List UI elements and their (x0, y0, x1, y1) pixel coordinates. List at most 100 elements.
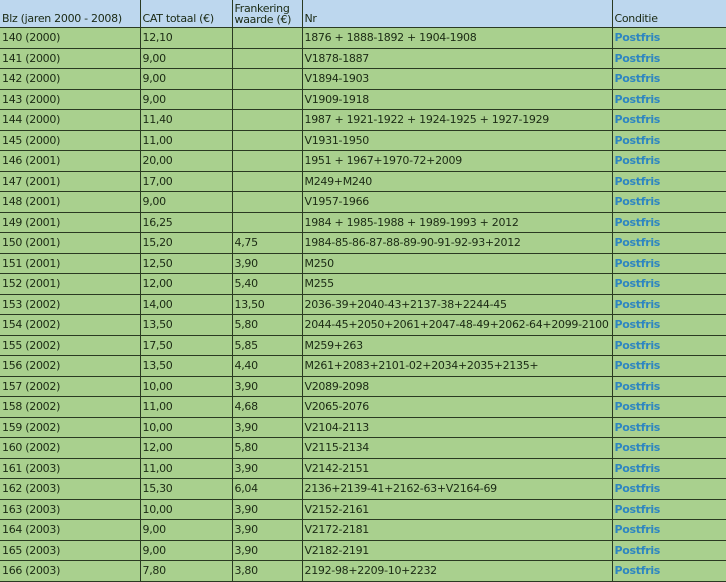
frankering-cell: 3,90 (232, 540, 303, 561)
blz-cell: 162 (2003) (0, 478, 141, 500)
blz-cell: 145 (2000) (0, 130, 141, 151)
frankering-cell: 5,80 (232, 437, 303, 459)
frankering-cell (232, 171, 303, 192)
header-blz: Blz (jaren 2000 - 2008) (0, 0, 141, 28)
table-row: 161 (2003) 11,00 3,90 V2142-2151 Postfris (0, 458, 726, 479)
header-frankering: Frankering waarde (€) (232, 0, 303, 28)
cat-cell: 12,50 (140, 253, 233, 274)
header-frankering-label: Frankering waarde (€) (234, 2, 292, 26)
conditie-cell: Postfris (612, 68, 726, 90)
cat-cell: 12,00 (140, 273, 233, 295)
conditie-cell: Postfris (612, 130, 726, 151)
table-row: 141 (2000) 9,00 V1878-1887 Postfris (0, 48, 726, 69)
conditie-cell: Postfris (612, 253, 726, 274)
nr-cell: M255 (302, 273, 613, 295)
table-row: 150 (2001) 15,20 4,75 1984-85-86-87-88-89-9… (0, 232, 726, 254)
table-row: 143 (2000) 9,00 V1909-1918 Postfris (0, 89, 726, 110)
conditie-cell: Postfris (612, 458, 726, 479)
cat-cell: 16,25 (140, 212, 233, 233)
conditie-cell: Postfris (612, 314, 726, 336)
table-row: 157 (2002) 10,00 3,90 V2089-2098 Postfris (0, 376, 726, 397)
blz-cell: 140 (2000) (0, 27, 141, 49)
frankering-cell: 5,40 (232, 273, 303, 295)
cat-cell: 10,00 (140, 376, 233, 397)
table-row: 159 (2002) 10,00 3,90 V2104-2113 Postfris (0, 417, 726, 438)
blz-cell: 147 (2001) (0, 171, 141, 192)
blz-cell: 165 (2003) (0, 540, 141, 561)
blz-cell: 150 (2001) (0, 232, 141, 254)
blz-cell: 151 (2001) (0, 253, 141, 274)
table-row: 158 (2002) 11,00 4,68 V2065-2076 Postfris (0, 396, 726, 418)
nr-cell: 1987 + 1921-1922 + 1924-1925 + 1927-1929 (302, 109, 613, 131)
table-row: 165 (2003) 9,00 3,90 V2182-2191 Postfris (0, 540, 726, 561)
conditie-cell: Postfris (612, 499, 726, 520)
table-row: 153 (2002) 14,00 13,50 2036-39+2040-43+2137… (0, 294, 726, 315)
frankering-cell (232, 191, 303, 213)
blz-cell: 149 (2001) (0, 212, 141, 233)
cat-cell: 10,00 (140, 417, 233, 438)
cat-cell: 11,40 (140, 109, 233, 131)
frankering-cell (232, 68, 303, 90)
blz-cell: 152 (2001) (0, 273, 141, 295)
blz-cell: 141 (2000) (0, 48, 141, 69)
table-row: 146 (2001) 20,00 1951 + 1967+1970-72+2009 P… (0, 150, 726, 172)
cat-cell: 11,00 (140, 130, 233, 151)
frankering-cell: 4,68 (232, 396, 303, 418)
blz-cell: 156 (2002) (0, 355, 141, 377)
table-row: 163 (2003) 10,00 3,90 V2152-2161 Postfris (0, 499, 726, 520)
cat-cell: 11,00 (140, 458, 233, 479)
frankering-cell: 3,90 (232, 519, 303, 541)
table-row: 162 (2003) 15,30 6,04 2136+2139-41+2162-63+… (0, 478, 726, 500)
cat-cell: 13,50 (140, 314, 233, 336)
conditie-cell: Postfris (612, 212, 726, 233)
frankering-cell (232, 109, 303, 131)
nr-cell: V2104-2113 (302, 417, 613, 438)
nr-cell: M249+M240 (302, 171, 613, 192)
header-conditie: Conditie (612, 0, 726, 28)
conditie-cell: Postfris (612, 109, 726, 131)
cat-cell: 15,20 (140, 232, 233, 254)
frankering-cell: 3,80 (232, 560, 303, 582)
frankering-cell (232, 48, 303, 69)
nr-cell: 1984 + 1985-1988 + 1989-1993 + 2012 (302, 212, 613, 233)
conditie-cell: Postfris (612, 232, 726, 254)
header-row: Blz (jaren 2000 - 2008) CAT totaal (€) F… (0, 0, 726, 28)
frankering-cell: 13,50 (232, 294, 303, 315)
blz-cell: 153 (2002) (0, 294, 141, 315)
conditie-cell: Postfris (612, 150, 726, 172)
cat-cell: 11,00 (140, 396, 233, 418)
nr-cell: 1984-85-86-87-88-89-90-91-92-93+2012 (302, 232, 613, 254)
nr-cell: 2044-45+2050+2061+2047-48-49+2062-64+209… (302, 314, 613, 336)
cat-cell: 7,80 (140, 560, 233, 582)
cat-cell: 12,10 (140, 27, 233, 49)
frankering-cell (232, 27, 303, 49)
frankering-cell: 4,75 (232, 232, 303, 254)
frankering-cell: 3,90 (232, 458, 303, 479)
conditie-cell: Postfris (612, 294, 726, 315)
nr-cell: 2136+2139-41+2162-63+V2164-69 (302, 478, 613, 500)
blz-cell: 160 (2002) (0, 437, 141, 459)
blz-cell: 144 (2000) (0, 109, 141, 131)
nr-cell: V2089-2098 (302, 376, 613, 397)
cat-cell: 20,00 (140, 150, 233, 172)
blz-cell: 146 (2001) (0, 150, 141, 172)
cat-cell: 9,00 (140, 68, 233, 90)
table-row: 149 (2001) 16,25 1984 + 1985-1988 + 1989-1… (0, 212, 726, 233)
nr-cell: V1931-1950 (302, 130, 613, 151)
cat-cell: 9,00 (140, 191, 233, 213)
cat-cell: 12,00 (140, 437, 233, 459)
nr-cell: V2142-2151 (302, 458, 613, 479)
header-nr: Nr (302, 0, 613, 28)
frankering-cell (232, 212, 303, 233)
frankering-cell: 5,85 (232, 335, 303, 356)
conditie-cell: Postfris (612, 27, 726, 49)
conditie-cell: Postfris (612, 417, 726, 438)
blz-cell: 155 (2002) (0, 335, 141, 356)
frankering-cell (232, 89, 303, 110)
blz-cell: 159 (2002) (0, 417, 141, 438)
frankering-cell: 4,40 (232, 355, 303, 377)
cat-cell: 17,00 (140, 171, 233, 192)
conditie-cell: Postfris (612, 560, 726, 582)
nr-cell: V2152-2161 (302, 499, 613, 520)
nr-cell: V1878-1887 (302, 48, 613, 69)
